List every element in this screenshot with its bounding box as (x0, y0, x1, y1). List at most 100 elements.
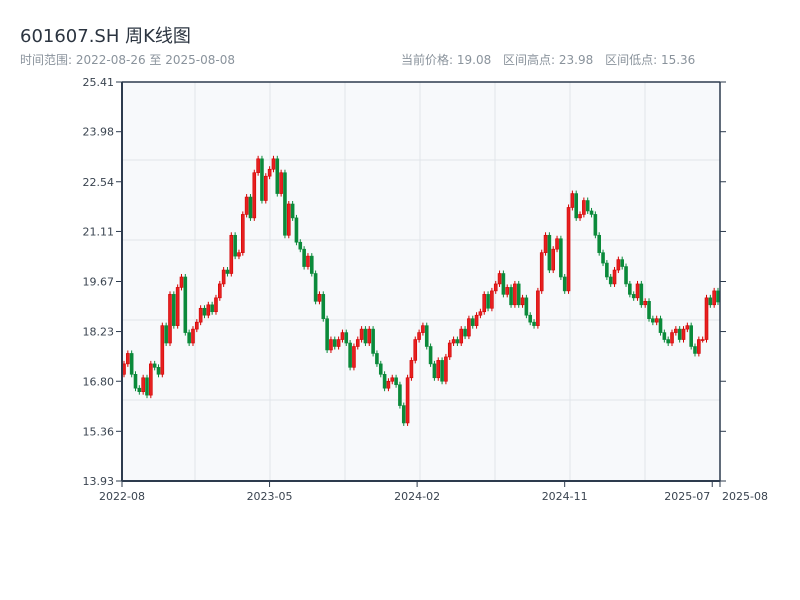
candle-up (214, 297, 218, 313)
candle-down (585, 200, 590, 212)
candle-down (601, 252, 605, 264)
candle-down (375, 353, 379, 365)
candle-up (329, 339, 333, 351)
candle-down (275, 158, 280, 194)
x-tick-label: 2025-08 (722, 490, 768, 503)
range-low: 区间低点: 15.36 (605, 53, 696, 67)
candle-up (700, 339, 705, 341)
candle-up (175, 287, 180, 326)
candle-up (566, 207, 571, 292)
y-tick-label: 15.36 (83, 425, 115, 438)
candle-down (283, 172, 287, 236)
candle-down (401, 405, 406, 424)
candle-up (413, 339, 418, 361)
candle-down (666, 339, 670, 344)
candle-up (578, 214, 582, 219)
candle-down (547, 234, 552, 271)
candle-down (187, 332, 191, 344)
candle-up (279, 172, 283, 194)
candle-up (681, 328, 686, 340)
candle-up (520, 297, 525, 306)
candle-down (233, 234, 237, 257)
candle-down (164, 325, 168, 344)
plot-area (122, 82, 720, 481)
candle-up (206, 304, 211, 316)
candle-up (241, 214, 245, 253)
candle-down (321, 294, 326, 319)
x-tick-label: 2024-02 (394, 490, 440, 503)
candle-up (263, 175, 268, 201)
candle-down (486, 294, 490, 309)
candle-down (394, 377, 398, 386)
candle-up (160, 325, 165, 375)
candle-down (562, 276, 567, 292)
candle-down (382, 373, 387, 389)
candle-up (493, 283, 498, 292)
candle-up (390, 377, 395, 382)
candle-up (490, 290, 494, 309)
y-tick-label: 23.98 (83, 126, 115, 139)
chart-title: 601607.SH 周K线图 (20, 26, 191, 47)
candle-up (685, 325, 690, 330)
candle-up (355, 339, 360, 347)
candle-down (693, 346, 697, 354)
candle-down (378, 363, 383, 375)
candle-down (183, 276, 188, 333)
candle-up (405, 377, 410, 424)
candle-down (398, 384, 402, 406)
candle-down (574, 193, 579, 219)
candle-down (631, 294, 636, 299)
y-tick-label: 22.54 (83, 176, 115, 189)
candle-up (444, 356, 448, 382)
candle-down (624, 266, 628, 285)
candle-up (168, 294, 172, 344)
candle-up (179, 276, 184, 288)
price-summary: 当前价格: 19.08 区间高点: 23.98 区间低点: 15.36 (401, 51, 703, 68)
range-high: 区间高点: 23.98 (503, 53, 594, 67)
candle-up (267, 168, 272, 177)
candle-down (608, 276, 613, 285)
candle-down (463, 328, 467, 337)
candle-up (643, 301, 647, 306)
candle-down (532, 321, 536, 326)
candle-up (459, 328, 464, 344)
candle-up (635, 283, 640, 299)
candle-down (424, 325, 429, 347)
candle-up (505, 287, 510, 295)
candle-down (210, 304, 214, 313)
candle-down (651, 318, 655, 323)
candle-up (367, 328, 372, 344)
candle-up (482, 294, 487, 313)
candle-down (689, 325, 693, 347)
candle-up (352, 346, 356, 368)
candle-down (708, 297, 713, 306)
candle-up (409, 360, 414, 379)
candle-down (428, 346, 433, 365)
y-tick-label: 19.67 (83, 276, 115, 289)
candle-down (658, 318, 663, 333)
candle-up (712, 290, 716, 306)
candle-down (172, 294, 176, 326)
candle-up (126, 353, 130, 365)
current-price: 当前价格: 19.08 (401, 53, 492, 67)
candle-up (539, 252, 544, 292)
candle-down (662, 332, 667, 340)
candle-up (421, 325, 425, 333)
candle-up (436, 360, 441, 379)
candle-down (348, 342, 352, 368)
candle-down (639, 283, 644, 306)
candle-down (516, 283, 521, 306)
candle-down (298, 241, 303, 250)
candle-down (593, 214, 598, 236)
candle-up (697, 339, 701, 354)
candle-down (309, 255, 314, 274)
candle-up (551, 248, 556, 271)
candle-down (248, 196, 253, 219)
candle-down (290, 203, 295, 219)
candle-up (704, 297, 709, 340)
candle-down (677, 328, 682, 340)
candle-up (195, 321, 199, 330)
candle-up (386, 380, 391, 389)
candle-down (620, 259, 624, 267)
date-range: 时间范围: 2022-08-26 至 2025-08-08 (20, 53, 235, 67)
